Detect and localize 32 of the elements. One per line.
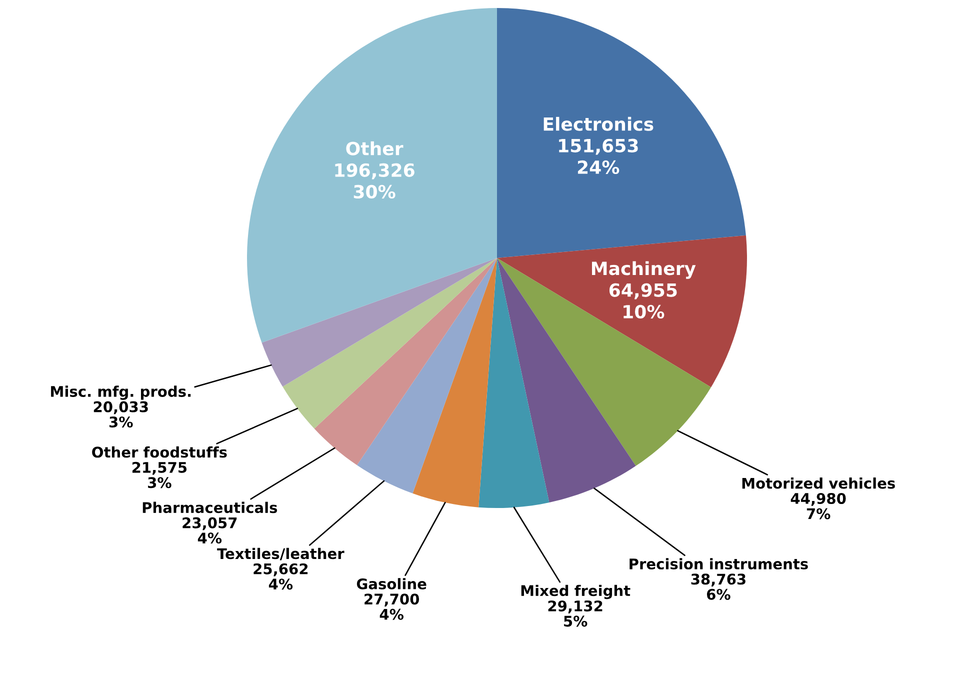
slice-label: Textiles/leather — [217, 548, 344, 560]
data-label: 38,763 6% — [691, 574, 746, 600]
slice-label: Gasoline — [356, 578, 426, 590]
slice-label: Machinery — [592, 261, 696, 279]
pie-slice — [497, 8, 746, 258]
pie-slice — [247, 8, 497, 343]
slice-label: Other — [346, 141, 404, 156]
data-label: 25,662 4% — [254, 563, 308, 590]
slice-label: Pharmaceuticals — [142, 502, 278, 514]
slice-label: Misc. mfg. prods. — [51, 386, 191, 400]
data-label: 27,700 4% — [364, 594, 420, 620]
data-label: 23,057 4% — [182, 517, 237, 544]
data-label: 29,132 5% — [548, 600, 602, 627]
data-label: 196,326 30% — [335, 163, 414, 199]
pie-slice — [356, 258, 497, 494]
slice-label: Mixed freight — [521, 584, 630, 600]
data-label: 21,575 3% — [132, 462, 187, 488]
pie-slice — [314, 258, 497, 466]
data-label: 151,653 24% — [559, 138, 638, 174]
data-label: 44,980 7% — [790, 492, 846, 520]
slice-label: Precision instruments — [630, 558, 808, 570]
slice-label: Electronics — [544, 116, 654, 131]
slice-label: Motorized vehicles — [742, 477, 895, 489]
pie-slice — [478, 258, 550, 508]
data-label: 20,033 3% — [94, 401, 148, 428]
pie-slice — [262, 258, 497, 387]
slice-label: Other foodstuffs — [92, 446, 227, 458]
pie-slice — [497, 258, 712, 466]
pie-slice — [282, 258, 497, 429]
pie-slice — [497, 235, 747, 388]
pie-slice — [412, 258, 497, 508]
data-label: 64,955 10% — [609, 283, 677, 319]
